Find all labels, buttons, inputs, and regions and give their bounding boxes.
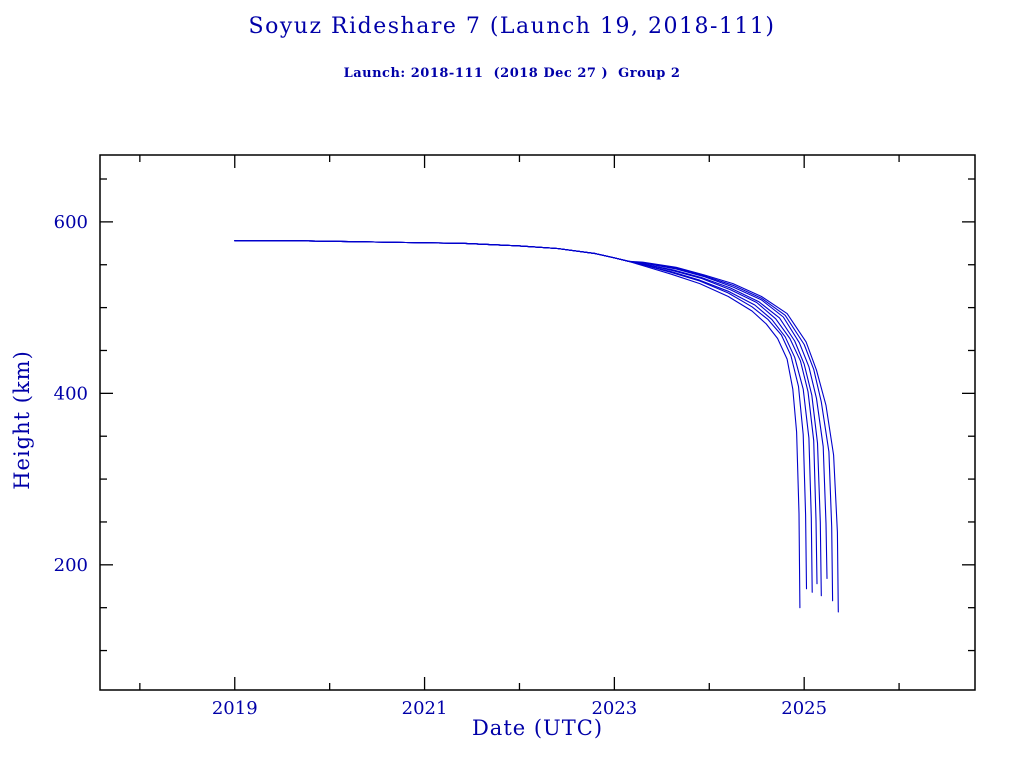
x-tick-label: 2021 [402, 698, 448, 719]
chart-title: Soyuz Rideshare 7 (Launch 19, 2018-111) [248, 14, 776, 39]
series-line [234, 240, 801, 609]
x-axis-label: Date (UTC) [471, 716, 604, 740]
chart-subtitle: Launch: 2018-111 (2018 Dec 27 ) Group 2 [343, 66, 681, 81]
x-tick-label: 2023 [591, 698, 637, 719]
x-tick-label: 2019 [212, 698, 258, 719]
plot-frame [99, 154, 976, 691]
y-tick-label: 400 [54, 383, 88, 404]
x-tick-label: 2025 [781, 698, 827, 719]
series-line [234, 240, 839, 613]
series-line [234, 240, 813, 593]
series-line [234, 240, 834, 602]
y-tick-label: 200 [54, 555, 88, 576]
y-tick-label: 600 [54, 212, 88, 233]
